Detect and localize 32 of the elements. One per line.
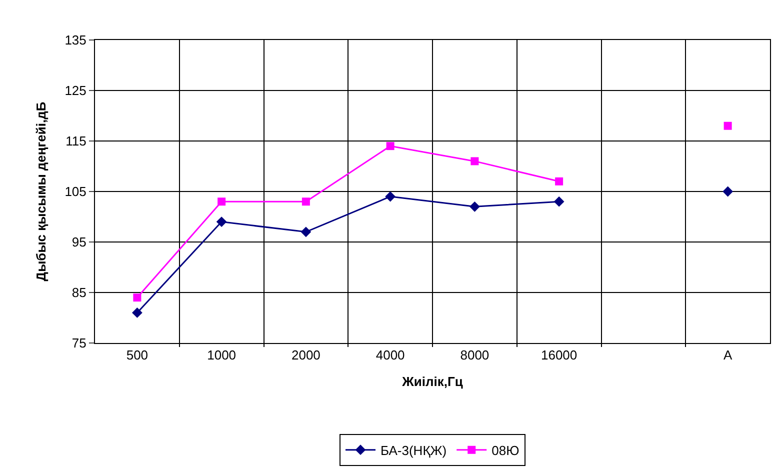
x-tick-label: 4000: [376, 348, 405, 363]
y-axis-title: Дыбыс қысымы деңгейі,дБ: [34, 102, 49, 282]
point: [724, 122, 732, 130]
y-tick-label: 95: [72, 234, 86, 250]
y-tick-label: 75: [72, 336, 86, 351]
x-tick-label: 8000: [460, 348, 490, 363]
point: [132, 308, 142, 318]
point: [470, 157, 479, 166]
y-tick-label: 85: [72, 285, 86, 300]
point: [302, 198, 310, 206]
legend-label: БА-3(НҚЖ): [380, 442, 447, 458]
point: [469, 201, 480, 212]
point: [216, 216, 227, 227]
point: [300, 226, 312, 238]
point: [554, 196, 564, 207]
point: [133, 294, 142, 302]
x-tick-label: 500: [126, 348, 148, 363]
x-tick-label: A: [723, 348, 732, 363]
legend-label: 08Ю: [492, 442, 520, 458]
y-tick-label: 125: [64, 83, 86, 98]
x-tick-label: 2000: [291, 348, 320, 363]
point: [218, 198, 226, 206]
point: [722, 186, 734, 197]
point: [555, 177, 564, 186]
point: [386, 142, 394, 150]
x-axis-title: Жиілік,Гц: [401, 374, 463, 390]
y-tick-label: 135: [64, 32, 86, 48]
x-tick-label: 16000: [540, 348, 578, 363]
y-tick-label: 115: [66, 134, 86, 149]
x-tick-label: 1000: [207, 348, 236, 363]
y-tick-label: 105: [64, 184, 86, 200]
point: [385, 191, 396, 202]
